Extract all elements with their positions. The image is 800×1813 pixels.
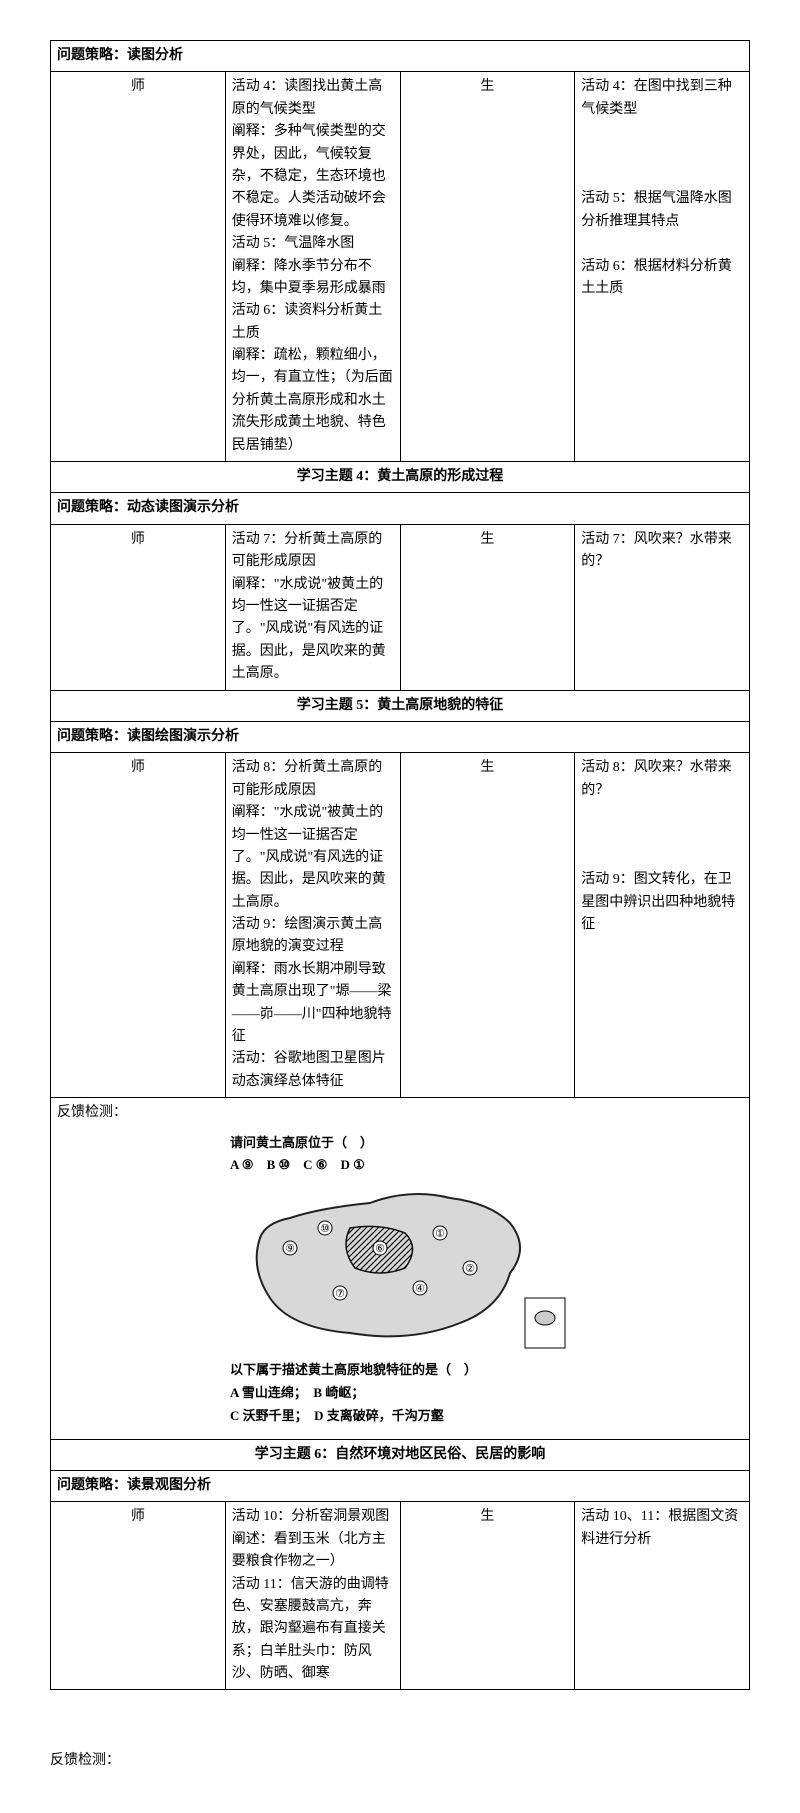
strategy-4: 问题策略：动态读图演示分析 (51, 493, 750, 524)
strategy-6: 问题策略：读景观图分析 (51, 1470, 750, 1501)
theme-5-title: 学习主题 5：黄土高原地貌的特征 (51, 690, 750, 721)
map-question-2: 以下属于描述黄土高原地貌特征的是（ ） (230, 1360, 570, 1381)
student-content-1: 活动 4：在图中找到三种气候类型 活动 5：根据气温降水图分析推理其特点 活动 … (575, 72, 750, 462)
svg-text:⑩: ⑩ (320, 1223, 330, 1235)
map-question-1: 请问黄土高原位于（ ） (230, 1133, 570, 1154)
teacher-content-5: 活动 8：分析黄土高原的可能形成原因 阐释："水成说"被黄土的均一性这一证据否定… (225, 753, 400, 1098)
teacher-content-4: 活动 7：分析黄土高原的可能形成原因 阐释："水成说"被黄土的均一性这一证据否定… (225, 524, 400, 690)
feedback-label: 反馈检测： (57, 1102, 743, 1124)
sheng-label-6: 生 (400, 1502, 575, 1690)
sheng-label-1: 生 (400, 72, 575, 462)
china-map-icon: ⑨ ⑩ ⑥ ① ④ ⑦ ② (230, 1178, 570, 1358)
shi-label-1: 师 (51, 72, 226, 462)
strategy-1: 问题策略：读图分析 (51, 41, 750, 72)
map-container: 请问黄土高原位于（ ） A ⑨ B ⑩ C ⑥ D ① (57, 1125, 743, 1435)
student-content-6: 活动 10、11：根据图文资料进行分析 (575, 1502, 750, 1690)
footer-feedback-label: 反馈检测： (50, 1750, 750, 1772)
shi-label-6: 师 (51, 1502, 226, 1690)
shi-label-5: 师 (51, 753, 226, 1098)
sheng-label-4: 生 (400, 524, 575, 690)
svg-text:④: ④ (415, 1283, 425, 1295)
svg-text:②: ② (465, 1263, 475, 1275)
teacher-content-6: 活动 10：分析窑洞景观图 阐述：看到玉米（北方主要粮食作物之一） 活动 11：… (225, 1502, 400, 1690)
map-question-2-opts-a: A 雪山连绵； B 崎岖； (230, 1383, 570, 1404)
shi-label-4: 师 (51, 524, 226, 690)
feedback-cell: 反馈检测： 请问黄土高原位于（ ） A ⑨ B ⑩ C ⑥ D ① (51, 1098, 750, 1439)
strategy-5: 问题策略：读图绘图演示分析 (51, 721, 750, 752)
lesson-plan-table: 问题策略：读图分析 师 活动 4：读图找出黄土高原的气候类型 阐释：多种气候类型… (50, 40, 750, 1690)
svg-text:①: ① (435, 1228, 445, 1240)
student-content-5: 活动 8：风吹来？水带来的？ 活动 9：图文转化，在卫星图中辨识出四种地貌特征 (575, 753, 750, 1098)
svg-text:⑦: ⑦ (335, 1288, 345, 1300)
svg-text:⑨: ⑨ (285, 1243, 295, 1255)
theme-6-title: 学习主题 6：自然环境对地区民俗、民居的影响 (51, 1439, 750, 1470)
map-question-2-opts-b: C 沃野千里； D 支离破碎，千沟万壑 (230, 1406, 570, 1427)
map-question-1-opts: A ⑨ B ⑩ C ⑥ D ① (230, 1155, 570, 1176)
student-content-4: 活动 7：风吹来？水带来的？ (575, 524, 750, 690)
theme-4-title: 学习主题 4：黄土高原的形成过程 (51, 462, 750, 493)
svg-text:⑥: ⑥ (375, 1243, 385, 1255)
sheng-label-5: 生 (400, 753, 575, 1098)
teacher-content-1: 活动 4：读图找出黄土高原的气候类型 阐释：多种气候类型的交界处，因此，气候较复… (225, 72, 400, 462)
